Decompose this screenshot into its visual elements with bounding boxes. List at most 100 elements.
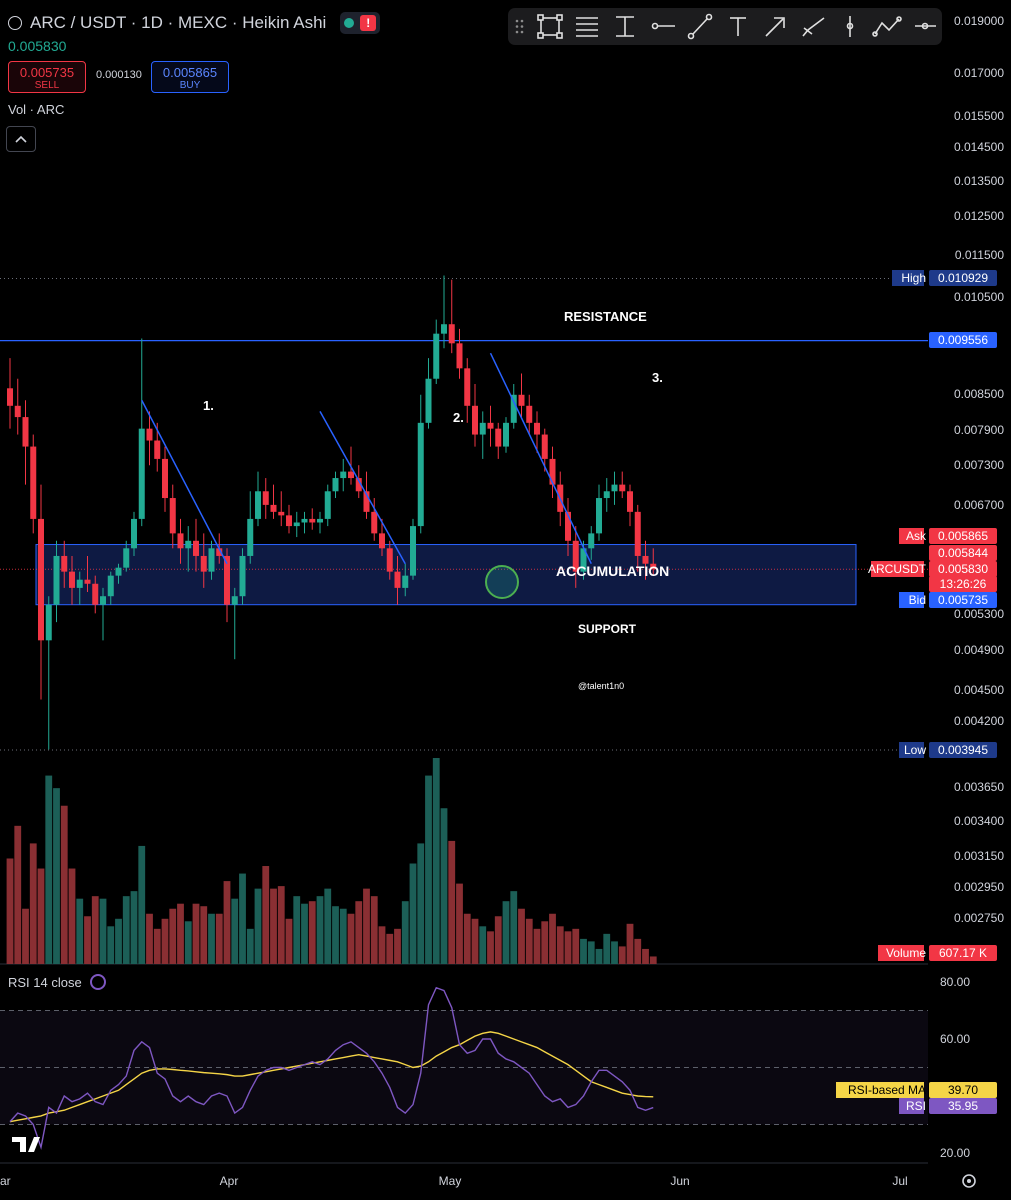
volume-bar bbox=[277, 886, 285, 964]
bid-tag[interactable]: Bid 0.005735 bbox=[899, 592, 997, 608]
candle bbox=[394, 571, 401, 588]
collapse-button[interactable] bbox=[6, 126, 36, 152]
candle bbox=[286, 515, 292, 527]
watermark: @talent1n0 bbox=[578, 681, 624, 691]
volume-bar bbox=[332, 906, 339, 964]
volume-bar bbox=[184, 921, 192, 964]
candle bbox=[565, 511, 571, 541]
volume-bar bbox=[355, 901, 363, 964]
trendline-3[interactable] bbox=[489, 352, 592, 565]
trend-line-icon[interactable] bbox=[687, 13, 713, 40]
rsi-settings-icon[interactable] bbox=[89, 974, 106, 990]
volume-bar bbox=[642, 948, 649, 964]
last-price: 0.005830 bbox=[8, 38, 67, 54]
candle bbox=[216, 548, 223, 556]
text-icon[interactable] bbox=[730, 17, 746, 36]
drawing-toolbar[interactable] bbox=[508, 8, 942, 45]
ask-tag[interactable]: Ask 0.005865 bbox=[899, 528, 997, 544]
horizontal-line-icon[interactable] bbox=[915, 22, 936, 30]
buy-button[interactable]: 0.005865 BUY bbox=[151, 61, 229, 93]
ask-tag-label: Ask bbox=[906, 529, 927, 543]
price-tick: 0.004200 bbox=[954, 714, 1004, 728]
volume-bar bbox=[494, 916, 502, 964]
arrow-icon[interactable] bbox=[765, 17, 785, 37]
spread-value: 0.000130 bbox=[96, 69, 142, 81]
volume-indicator-label[interactable]: Vol · ARC bbox=[8, 102, 65, 117]
candle bbox=[487, 422, 494, 429]
volume-bar bbox=[84, 916, 91, 964]
candle bbox=[495, 428, 502, 447]
volume-bar bbox=[285, 918, 293, 964]
bid-tag-label-bg bbox=[899, 592, 924, 608]
volume-bar bbox=[99, 898, 107, 964]
rsi-ma-tag[interactable]: RSI-based MA 39.70 bbox=[836, 1082, 997, 1098]
sell-button[interactable]: 0.005735 SELL bbox=[8, 61, 86, 93]
candle bbox=[100, 596, 106, 605]
candle bbox=[572, 540, 579, 572]
trendline-1[interactable] bbox=[141, 399, 228, 565]
high-tag[interactable]: High 0.010929 bbox=[892, 270, 997, 286]
resistance-tag[interactable]: 0.009556 bbox=[929, 332, 997, 348]
candle bbox=[255, 491, 261, 519]
last-tag-label-bg bbox=[871, 561, 924, 577]
support-label: SUPPORT bbox=[578, 622, 637, 636]
trend-number-1: 1. bbox=[203, 398, 214, 413]
entry-marker[interactable] bbox=[485, 565, 519, 599]
rsi-ma-tag-label: RSI-based MA bbox=[848, 1083, 926, 1097]
volume-bar bbox=[487, 931, 494, 964]
candle bbox=[131, 518, 137, 549]
accumulation-box[interactable] bbox=[35, 544, 857, 606]
candle bbox=[332, 478, 339, 492]
volume-bar bbox=[254, 888, 262, 964]
candle bbox=[115, 567, 122, 576]
high-tag-value-bg bbox=[929, 270, 997, 286]
date-range-icon[interactable] bbox=[616, 16, 634, 37]
volume-bar bbox=[14, 825, 22, 964]
volume-bar bbox=[417, 843, 425, 964]
vertical-line-icon[interactable] bbox=[846, 16, 854, 37]
time-tick: Jun bbox=[670, 1174, 689, 1188]
volume-bar bbox=[518, 908, 525, 964]
candle bbox=[231, 596, 238, 605]
rsi-header[interactable]: RSI 14 close bbox=[8, 974, 106, 990]
volume-tag-label: Volume bbox=[886, 946, 926, 960]
candle bbox=[371, 511, 378, 534]
candle bbox=[154, 440, 161, 459]
rectangle-icon[interactable] bbox=[537, 14, 563, 39]
market-status[interactable]: ! bbox=[340, 12, 381, 34]
mid-tag[interactable]: 0.005844 bbox=[929, 545, 997, 561]
candle bbox=[355, 478, 362, 492]
high-tag-value: 0.010929 bbox=[938, 271, 988, 285]
volume-bar bbox=[386, 933, 394, 964]
rsi-ma-tag-label-bg bbox=[836, 1082, 924, 1098]
drag-handle-icon[interactable] bbox=[515, 19, 524, 34]
path-icon[interactable] bbox=[872, 16, 902, 37]
candle bbox=[464, 368, 471, 406]
settings-gear-icon[interactable] bbox=[962, 1174, 976, 1188]
volume-bar bbox=[564, 931, 572, 964]
volume-bar bbox=[401, 901, 409, 964]
rsi-tag[interactable]: RSI 35.95 bbox=[899, 1098, 997, 1114]
volume-tag[interactable]: Volume 607.17 K bbox=[878, 945, 997, 961]
brush-icon[interactable] bbox=[802, 17, 825, 37]
last-tag[interactable]: ARCUSDT 0.005830 bbox=[868, 561, 997, 577]
candle bbox=[262, 491, 269, 505]
high-tag-label: High bbox=[901, 271, 926, 285]
fib-retracement-icon[interactable] bbox=[576, 17, 598, 37]
volume-bar bbox=[556, 926, 564, 964]
volume-bar bbox=[37, 868, 45, 964]
horizontal-ray-icon[interactable] bbox=[651, 22, 676, 30]
rsi-tick: 80.00 bbox=[940, 975, 970, 989]
trendline-2[interactable] bbox=[319, 411, 406, 565]
rsi-ma-tag-value-bg bbox=[929, 1082, 997, 1098]
low-tag[interactable]: Low 0.003945 bbox=[899, 742, 997, 758]
high-tag-label-bg bbox=[892, 270, 924, 286]
price-tick: 0.003650 bbox=[954, 780, 1004, 794]
countdown-tag[interactable]: 13:26:26 bbox=[929, 576, 997, 592]
chart-title[interactable]: ARC / USDT · 1D · MEXC · Heikin Ashi bbox=[30, 13, 327, 32]
trendlines bbox=[141, 352, 592, 565]
volume-bar bbox=[324, 888, 332, 964]
volume-bar bbox=[107, 926, 115, 964]
volume-bar bbox=[53, 788, 60, 964]
